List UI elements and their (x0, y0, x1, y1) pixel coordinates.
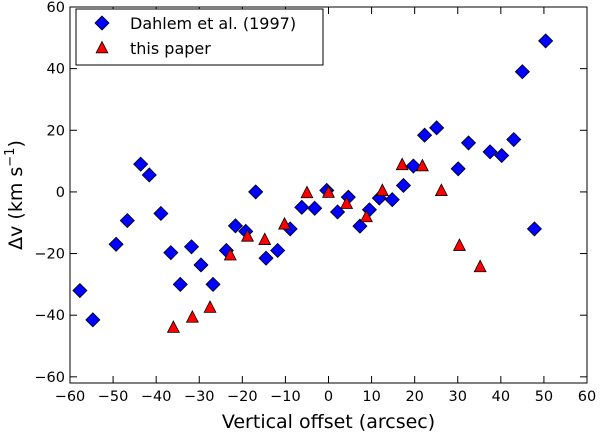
y-tick-label: −60 (34, 370, 65, 386)
x-tick-label: 20 (405, 389, 423, 405)
data-point-this-paper (452, 238, 466, 251)
y-axis-label-main: Δv (km s (5, 167, 27, 250)
y-axis-ticks: −60 −40 −20 0 20 40 60 (34, 0, 587, 386)
data-point-dahlem (85, 312, 101, 328)
data-point-this-paper (340, 196, 354, 209)
x-tick-label: −10 (270, 389, 301, 405)
data-point-dahlem (307, 200, 323, 216)
x-tick-label: −50 (98, 389, 129, 405)
x-tick-label: 30 (449, 389, 467, 405)
y-tick-label: −20 (34, 247, 65, 263)
legend-marker-dahlem (94, 15, 110, 31)
data-point-dahlem (248, 184, 264, 200)
data-point-dahlem (384, 192, 400, 208)
x-tick-label: 10 (362, 389, 380, 405)
data-point-this-paper (223, 247, 237, 261)
data-point-dahlem (482, 144, 498, 160)
data-point-dahlem (163, 245, 179, 261)
data-point-dahlem (227, 218, 244, 234)
x-axis-label: Vertical offset (arcsec) (222, 411, 435, 433)
data-point-this-paper (473, 259, 487, 273)
data-point-dahlem (514, 64, 530, 80)
data-point-this-paper (300, 185, 314, 199)
data-point-dahlem (395, 177, 412, 194)
data-point-dahlem (450, 161, 466, 177)
data-point-dahlem (538, 33, 554, 49)
data-point-dahlem (205, 276, 221, 292)
x-tick-label: −60 (55, 389, 86, 405)
y-tick-label: 40 (47, 62, 65, 78)
data-point-dahlem (183, 239, 200, 255)
legend-label-this-paper: this paper (130, 39, 211, 58)
x-axis-ticks: −60 −50 −40 −30 −20 −10 0 10 20 30 40 50 60 (55, 7, 596, 405)
data-point-dahlem (172, 276, 188, 292)
data-point-dahlem (108, 236, 124, 252)
legend-box (75, 8, 324, 66)
legend: Dahlem et al. (1997) this paper (75, 8, 324, 66)
data-point-this-paper (434, 183, 448, 196)
x-tick-label: 50 (535, 389, 553, 405)
x-tick-label: −30 (184, 389, 215, 405)
y-tick-label: −40 (34, 308, 65, 324)
x-tick-label: −20 (227, 389, 258, 405)
data-point-this-paper (359, 209, 373, 223)
y-tick-label: 20 (47, 123, 65, 139)
y-tick-label: 0 (56, 185, 65, 201)
x-tick-label: 60 (578, 389, 596, 405)
data-point-dahlem (460, 135, 477, 151)
data-point-dahlem (270, 242, 286, 259)
data-point-dahlem (133, 156, 149, 172)
data-point-this-paper (185, 309, 199, 323)
x-tick-label: 0 (324, 389, 333, 405)
legend-label-dahlem: Dahlem et al. (1997) (130, 14, 296, 33)
y-axis-label: Δv (km s−1) (3, 140, 27, 250)
data-point-dahlem (506, 131, 522, 148)
legend-marker-this-paper (95, 40, 109, 54)
data-point-this-paper (203, 300, 217, 313)
data-point-dahlem (153, 205, 169, 222)
data-point-dahlem (429, 120, 445, 136)
data-point-dahlem (72, 282, 88, 299)
data-point-this-paper (395, 157, 409, 171)
data-point-dahlem (258, 250, 274, 266)
data-point-this-paper (258, 232, 272, 245)
data-point-this-paper (278, 216, 292, 230)
data-point-this-paper (166, 320, 180, 333)
data-point-dahlem (141, 167, 157, 183)
data-point-this-paper (240, 228, 255, 242)
data-point-this-paper (321, 185, 336, 198)
y-tick-label: 60 (47, 0, 65, 16)
y-axis-label-sup: −1 (3, 148, 18, 167)
data-point-dahlem (526, 221, 543, 237)
data-point-dahlem (119, 213, 135, 229)
data-point-dahlem (417, 127, 433, 143)
plot-frame (69, 6, 588, 384)
x-tick-label: 40 (492, 389, 510, 405)
data-point-dahlem (294, 199, 310, 215)
data-point-dahlem (494, 147, 510, 164)
data-point-this-paper (415, 158, 429, 172)
x-tick-label: −40 (141, 389, 172, 405)
data-points (72, 33, 554, 333)
data-point-dahlem (352, 218, 368, 234)
y-axis-label-close: ) (5, 140, 27, 147)
data-point-this-paper (375, 183, 389, 196)
data-point-dahlem (193, 257, 209, 273)
